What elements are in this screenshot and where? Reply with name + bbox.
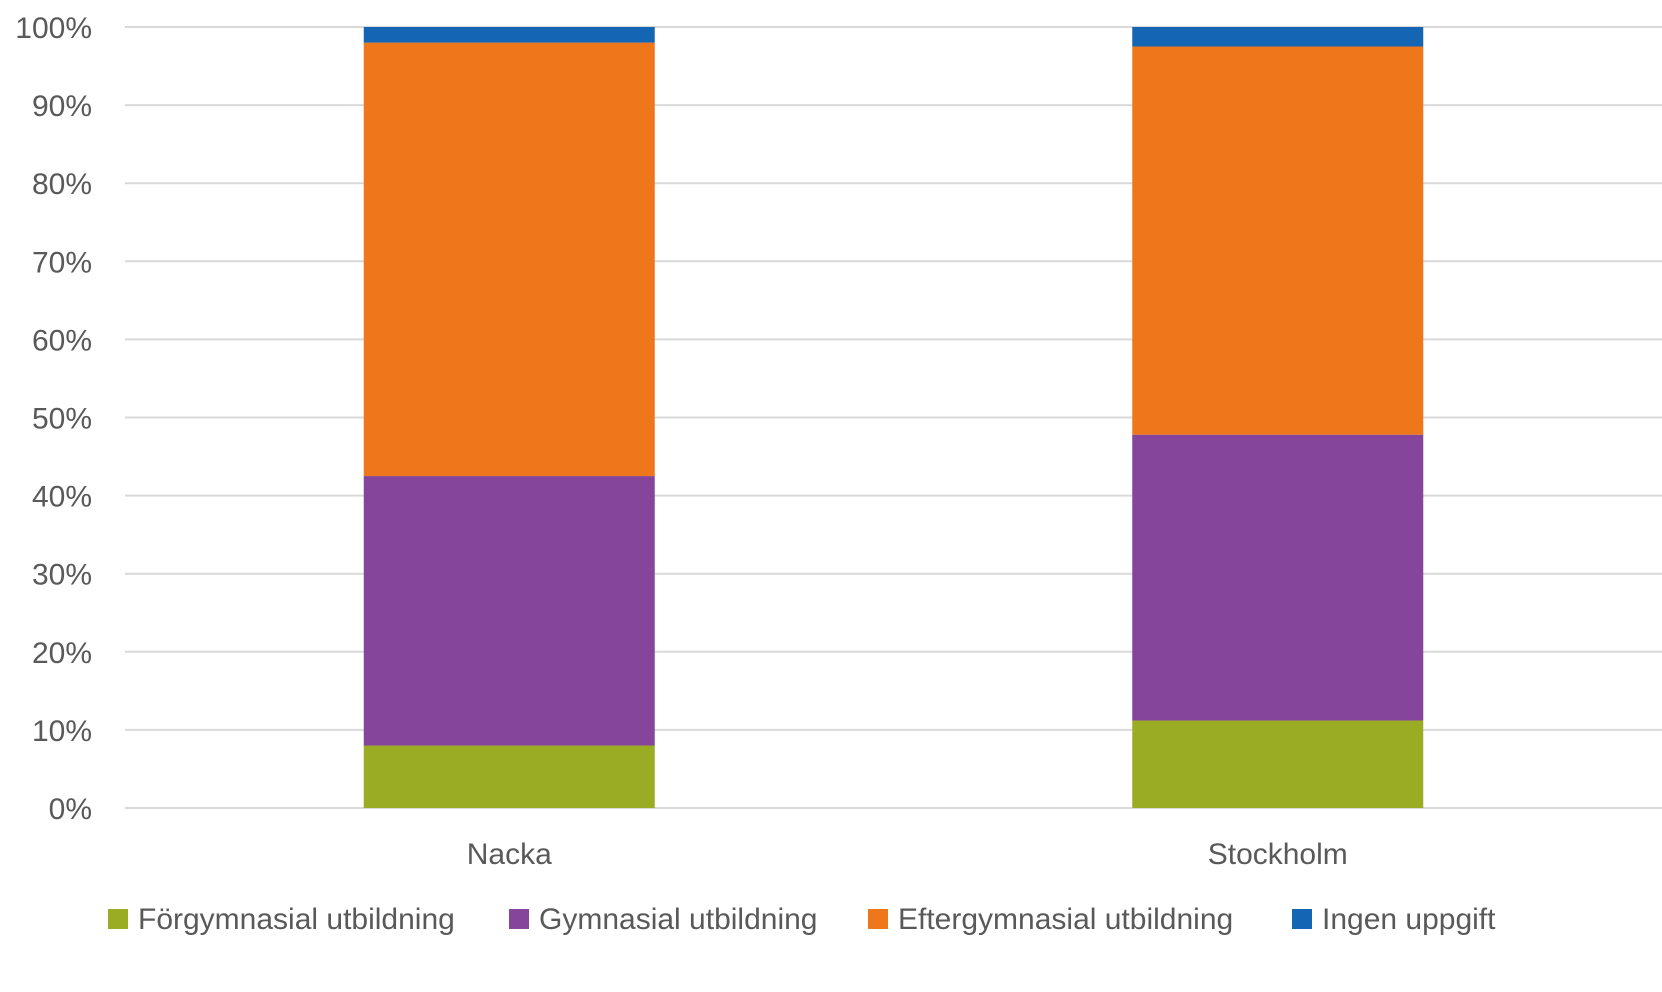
- legend-label: Förgymnasial utbildning: [138, 903, 455, 936]
- x-axis-category-labels: Nacka Stockholm: [467, 838, 1348, 871]
- bar-segment: [1132, 27, 1424, 47]
- legend-swatch: [1292, 909, 1312, 929]
- y-axis-tick-labels: 0% 10% 20% 30% 40% 50% 60% 70% 80% 90% 100%: [15, 12, 92, 826]
- y-tick-label: 0%: [49, 793, 92, 826]
- bar-segment: [363, 745, 655, 808]
- y-tick-label: 10%: [32, 715, 92, 748]
- legend: Förgymnasial utbildning Gymnasial utbildn…: [108, 903, 1496, 936]
- y-tick-label: 80%: [32, 168, 92, 201]
- legend-swatch: [108, 909, 128, 929]
- legend-label: Eftergymnasial utbildning: [898, 903, 1233, 936]
- bar-segment: [1132, 434, 1424, 721]
- x-category-label: Nacka: [467, 838, 552, 871]
- y-tick-label: 70%: [32, 246, 92, 279]
- y-tick-label: 40%: [32, 481, 92, 514]
- gridlines: [125, 26, 1662, 809]
- y-tick-label: 30%: [32, 559, 92, 592]
- y-tick-label: 90%: [32, 90, 92, 123]
- legend-swatch: [509, 909, 529, 929]
- legend-swatch: [868, 909, 888, 929]
- bar-segment: [363, 42, 655, 477]
- legend-label: Ingen uppgift: [1322, 903, 1496, 936]
- y-tick-label: 100%: [15, 12, 92, 45]
- legend-label: Gymnasial utbildning: [539, 903, 817, 936]
- y-tick-label: 20%: [32, 637, 92, 670]
- x-category-label: Stockholm: [1208, 838, 1348, 871]
- bar-segment: [1132, 720, 1424, 808]
- bar-segment: [363, 27, 655, 43]
- y-tick-label: 60%: [32, 324, 92, 357]
- y-tick-label: 50%: [32, 403, 92, 436]
- bar-segment: [1132, 46, 1424, 435]
- bars: [363, 27, 1424, 808]
- bar-segment: [363, 476, 655, 746]
